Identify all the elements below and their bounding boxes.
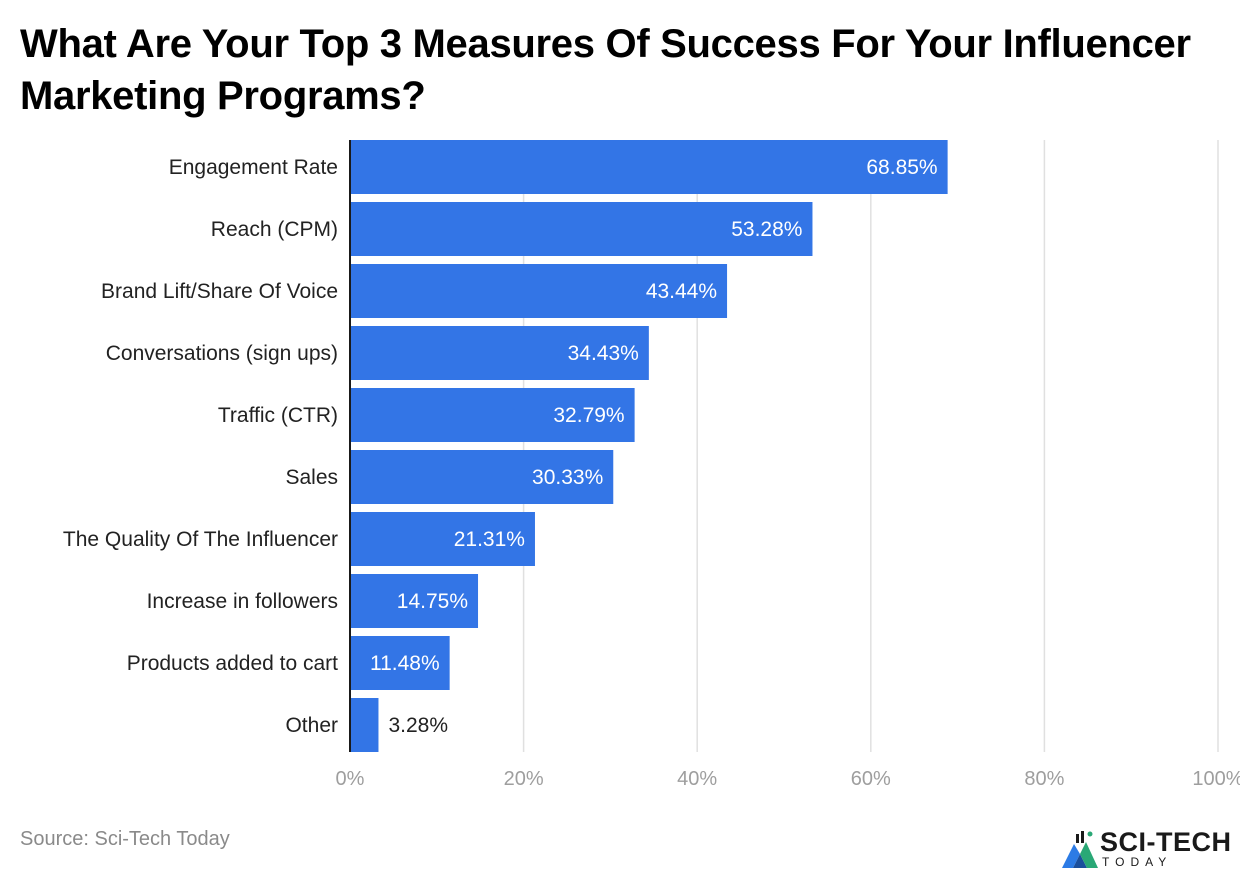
category-label: Other	[285, 714, 338, 737]
bar	[350, 326, 649, 380]
labels: Engagement Rate 68.85% Reach (CPM) 53.28% Br…	[63, 156, 938, 737]
category-label: Products added to cart	[127, 652, 338, 675]
sci-tech-logo-icon	[1062, 831, 1098, 868]
x-tick-label: 20%	[504, 768, 544, 790]
logo-text: SCI-TECH	[1100, 827, 1232, 857]
value-label: 21.31%	[454, 528, 525, 551]
category-label: Engagement Rate	[169, 156, 338, 179]
x-axis-ticks: 0% 20% 40% 60% 80% 100%	[336, 768, 1240, 790]
category-label: Sales	[285, 466, 338, 489]
value-label: 3.28%	[388, 714, 448, 737]
bar	[350, 574, 479, 628]
bar	[350, 450, 614, 504]
value-label: 68.85%	[866, 156, 937, 179]
bar	[350, 140, 948, 194]
x-tick-label: 0%	[336, 768, 365, 790]
chart-title: What Are Your Top 3 Measures Of Success …	[20, 22, 1191, 118]
bar	[350, 636, 450, 690]
x-tick-label: 40%	[677, 768, 717, 790]
category-label: Reach (CPM)	[211, 218, 338, 241]
value-label: 32.79%	[553, 404, 624, 427]
value-label: 30.33%	[532, 466, 603, 489]
bar	[350, 264, 728, 318]
category-label: Conversations (sign ups)	[106, 342, 338, 365]
value-label: 53.28%	[731, 218, 802, 241]
x-tick-label: 60%	[851, 768, 891, 790]
x-tick-label: 80%	[1024, 768, 1064, 790]
bars	[350, 140, 948, 752]
category-label: Brand Lift/Share Of Voice	[101, 280, 338, 303]
category-label: Traffic (CTR)	[218, 404, 338, 427]
value-label: 14.75%	[397, 590, 468, 613]
category-label: Increase in followers	[147, 590, 338, 613]
value-label: 43.44%	[646, 280, 717, 303]
source-note: Source: Sci-Tech Today	[20, 828, 230, 850]
bar	[350, 202, 813, 256]
logo-subtext: TODAY	[1102, 855, 1173, 869]
bar	[350, 388, 635, 442]
x-tick-label: 100%	[1192, 768, 1240, 790]
value-label: 11.48%	[370, 652, 440, 675]
category-label: The Quality Of The Influencer	[63, 528, 338, 551]
bar	[350, 512, 535, 566]
sci-tech-logo: SCI-TECH TODAY	[1060, 826, 1236, 872]
value-label: 34.43%	[568, 342, 639, 365]
bar	[350, 698, 379, 752]
